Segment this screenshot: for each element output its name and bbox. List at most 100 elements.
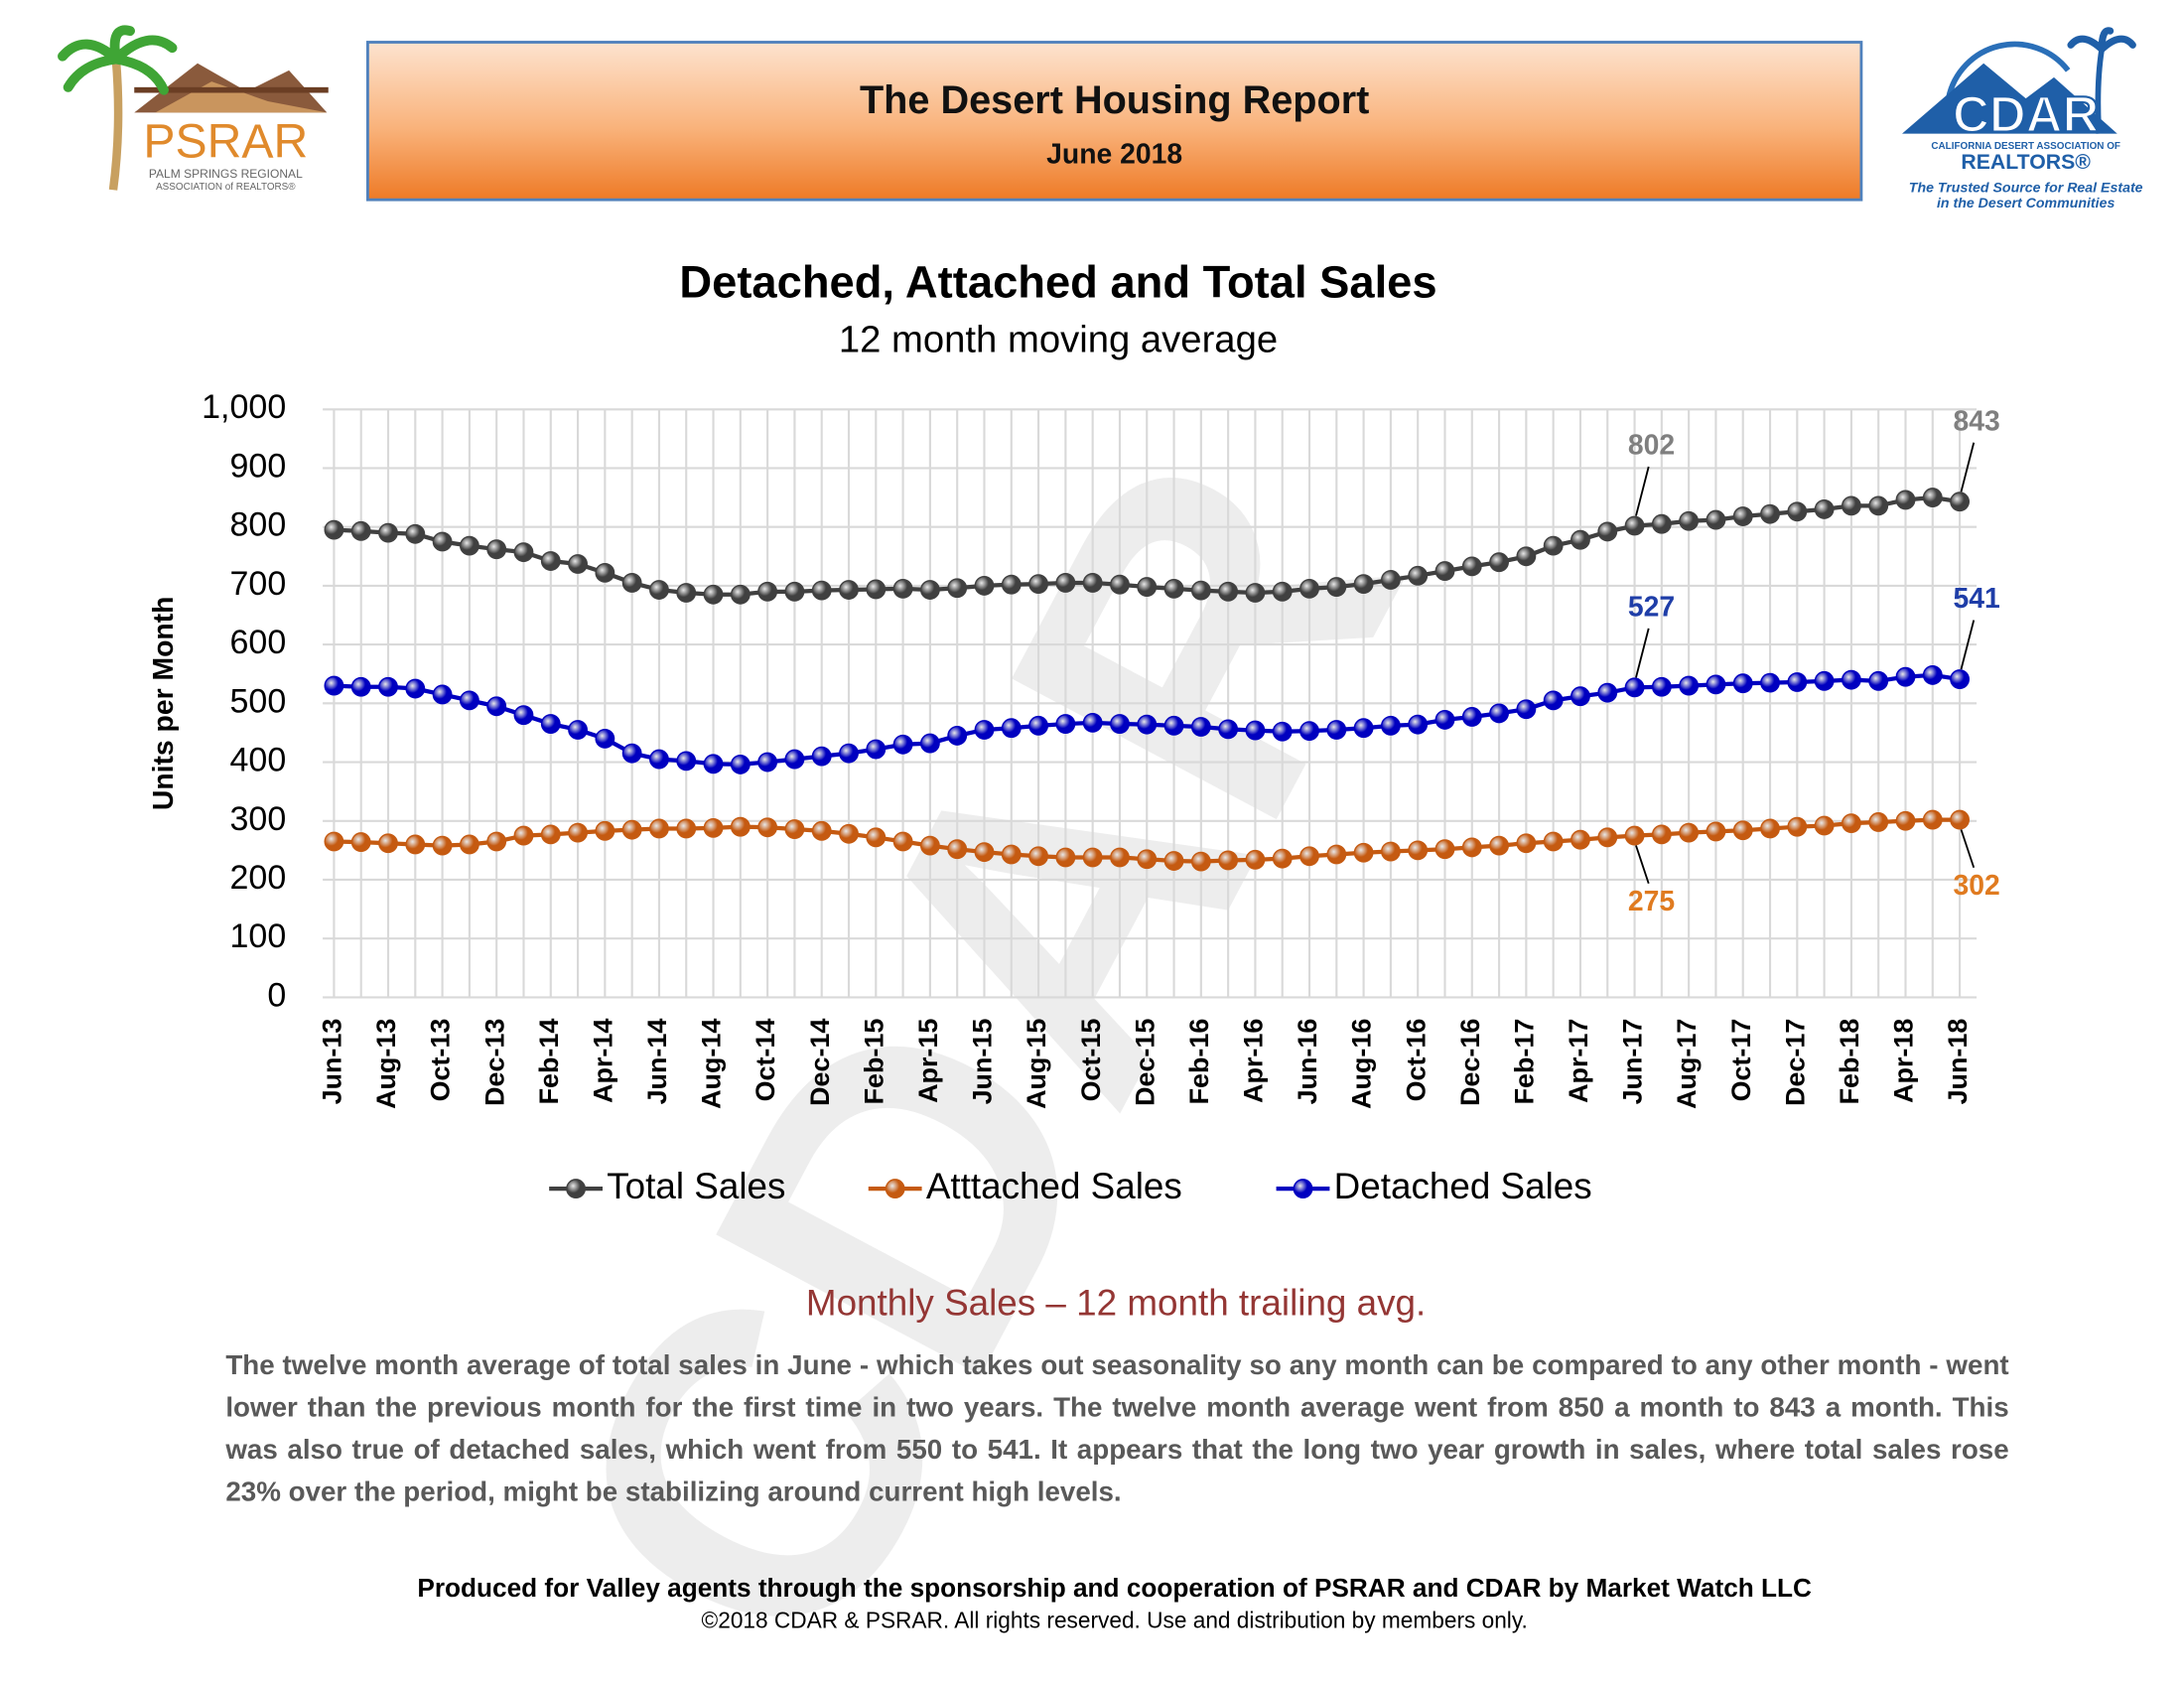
- label-leader: [1960, 829, 1976, 869]
- label-leader: [1960, 442, 1976, 492]
- marker: [1787, 501, 1808, 522]
- legend-label: Total Sales: [607, 1166, 785, 1206]
- marker: [1299, 578, 1319, 599]
- marker: [1895, 666, 1916, 687]
- marker: [1651, 824, 1672, 845]
- x-tick-label: Aug-17: [1672, 1019, 1702, 1109]
- legend-label: Detached Sales: [1334, 1166, 1592, 1206]
- label-leader: [1635, 845, 1650, 885]
- marker: [1679, 675, 1700, 696]
- marker: [1950, 809, 1971, 830]
- marker: [1082, 847, 1103, 868]
- marker: [1245, 849, 1266, 870]
- marker: [459, 834, 479, 855]
- marker: [1597, 827, 1618, 848]
- marker: [568, 822, 588, 843]
- marker: [1434, 561, 1455, 582]
- marker: [974, 720, 995, 740]
- marker: [513, 542, 534, 563]
- summary-paragraph: The twelve month average of total sales …: [225, 1350, 2009, 1508]
- marker: [1570, 529, 1590, 550]
- marker: [1706, 821, 1726, 842]
- marker: [513, 825, 534, 846]
- marker: [1489, 703, 1509, 724]
- marker: [1760, 503, 1780, 524]
- label-leader: [1635, 466, 1650, 516]
- y-tick-label: 500: [230, 682, 287, 720]
- marker: [1814, 815, 1835, 836]
- x-tick-label: Feb-16: [1184, 1019, 1214, 1105]
- psrar-name: PSRAR: [143, 115, 308, 169]
- marker: [1760, 672, 1780, 693]
- marker: [1163, 851, 1184, 871]
- cdar-tagline: in the Desert Communities: [1937, 196, 2115, 211]
- marker: [730, 816, 751, 837]
- data-label: 275: [1628, 886, 1675, 917]
- x-tick-label: Apr-14: [588, 1019, 617, 1103]
- header-box: [366, 41, 1863, 202]
- summary-box: The twelve month average of total sales …: [225, 1350, 2009, 1508]
- marker: [1434, 709, 1455, 730]
- marker: [1543, 690, 1564, 711]
- marker: [486, 696, 507, 717]
- marker: [757, 581, 778, 602]
- marker: [1787, 816, 1808, 837]
- x-tick-label: Jun-13: [318, 1019, 347, 1105]
- marker: [324, 831, 344, 852]
- x-tick-label: Jun-16: [1293, 1019, 1322, 1105]
- marker: [1624, 825, 1645, 846]
- x-tick-label: Feb-18: [1835, 1019, 1864, 1105]
- y-axis-label: Units per Month: [148, 597, 180, 811]
- marker: [378, 676, 398, 697]
- marker: [1868, 812, 1889, 832]
- marker: [1516, 699, 1537, 720]
- marker: [1353, 574, 1374, 595]
- marker: [1895, 810, 1916, 831]
- y-tick-label: 300: [230, 800, 287, 838]
- marker: [866, 579, 887, 600]
- marker: [892, 578, 913, 599]
- marker: [1001, 574, 1022, 595]
- marker: [703, 754, 724, 774]
- x-tick-label: Apr-18: [1889, 1019, 1919, 1103]
- x-tick-label: Oct-14: [751, 1019, 780, 1102]
- marker: [1326, 720, 1347, 740]
- marker: [784, 581, 805, 602]
- cdar-name: CDAR: [1953, 85, 2099, 142]
- marker: [1895, 490, 1916, 510]
- marker: [1841, 669, 1861, 690]
- marker: [1110, 714, 1130, 734]
- marker: [1461, 707, 1482, 727]
- plot: 0 100 200 300 400 500 600 700 800 900 1,000 Jun-13 A…: [202, 388, 2000, 1206]
- marker: [1489, 552, 1509, 573]
- marker: [1679, 510, 1700, 531]
- marker: [1597, 682, 1618, 703]
- marker: [432, 531, 453, 552]
- marker: [1597, 521, 1618, 542]
- marker: [1326, 577, 1347, 598]
- marker: [1245, 720, 1266, 741]
- x-tick-label: Jun-18: [1943, 1019, 1973, 1105]
- marker: [540, 551, 561, 571]
- x-tick-label: Apr-15: [913, 1019, 943, 1103]
- marker: [405, 523, 426, 544]
- marker: [1922, 488, 1943, 507]
- data-label: 541: [1953, 583, 1999, 615]
- marker: [1163, 578, 1184, 599]
- marker: [1082, 573, 1103, 593]
- marker: [1137, 849, 1158, 870]
- marker: [595, 728, 615, 749]
- marker: [1028, 846, 1048, 867]
- marker: [1326, 844, 1347, 865]
- marker: [1814, 499, 1835, 519]
- x-tick-label: Dec-17: [1780, 1019, 1810, 1106]
- marker: [811, 580, 832, 601]
- marker: [1055, 573, 1076, 593]
- x-tick-label: Aug-16: [1347, 1019, 1377, 1109]
- marker: [1110, 574, 1130, 595]
- legend-marker: [885, 1179, 905, 1199]
- marker: [1679, 822, 1700, 843]
- marker: [676, 751, 697, 772]
- marker: [730, 584, 751, 605]
